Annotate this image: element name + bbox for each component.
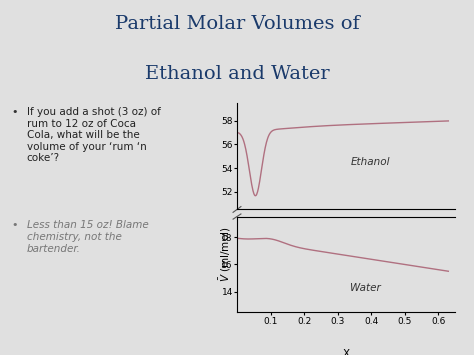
Text: $\bar{V}$ (ml/mol): $\bar{V}$ (ml/mol) [218, 226, 233, 282]
Text: Ethanol and Water: Ethanol and Water [145, 65, 329, 83]
Text: •: • [11, 107, 18, 117]
Text: Partial Molar Volumes of: Partial Molar Volumes of [115, 15, 359, 33]
Text: X: X [342, 349, 350, 355]
Text: Water: Water [350, 283, 381, 293]
Text: If you add a shot (3 oz) of
rum to 12 oz of Coca
Cola, what will be the
volume o: If you add a shot (3 oz) of rum to 12 oz… [27, 107, 160, 163]
Text: Ethanol: Ethanol [350, 157, 390, 167]
Text: •: • [11, 220, 18, 230]
Text: Less than 15 oz! Blame
chemistry, not the
bartender.: Less than 15 oz! Blame chemistry, not th… [27, 220, 148, 253]
